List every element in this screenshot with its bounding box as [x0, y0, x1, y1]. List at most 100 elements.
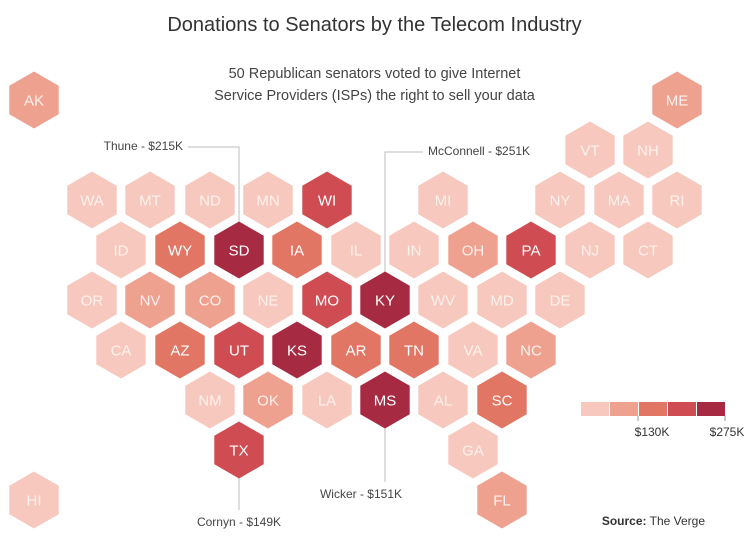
state-label-md: MD [490, 293, 513, 310]
state-hex-ky: KY [360, 271, 410, 329]
state-label-tn: TN [404, 343, 424, 360]
state-hex-shape-ar [331, 321, 381, 379]
state-hex-shape-or [67, 271, 117, 329]
state-label-tx: TX [229, 443, 248, 460]
state-hex-mt: MT [125, 171, 175, 229]
state-hex-shape-nv [125, 271, 175, 329]
state-label-ia: IA [290, 243, 304, 260]
state-hex-shape-ut [214, 321, 264, 379]
state-hex-nm: NM [185, 371, 235, 429]
state-label-il: IL [350, 243, 363, 260]
legend: $130K $275K [581, 402, 744, 439]
state-hex-shape-ak [9, 71, 59, 129]
state-label-in: IN [407, 243, 422, 260]
state-hex-vt: VT [565, 121, 615, 179]
state-label-ak: AK [24, 93, 44, 110]
state-hex-nh: NH [623, 121, 673, 179]
annotation-label-ky: McConnell - $251K [428, 144, 530, 158]
state-label-ar: AR [346, 343, 367, 360]
state-label-mi: MI [435, 193, 452, 210]
state-label-nm: NM [198, 393, 221, 410]
state-hex-tn: TN [389, 321, 439, 379]
state-hex-ga: GA [448, 421, 498, 479]
state-hex-shape-nj [565, 221, 615, 279]
state-label-wv: WV [431, 293, 455, 310]
annotation-line-ky [384, 151, 423, 276]
annotation-line-sd [188, 146, 240, 226]
state-hex-shape-nd [185, 171, 235, 229]
state-hex-shape-mo [302, 271, 352, 329]
state-hex-wy: WY [155, 221, 205, 279]
source-value: The Verge [649, 514, 705, 528]
state-hex-shape-mt [125, 171, 175, 229]
state-label-mo: MO [315, 293, 339, 310]
state-hex-shape-ma [594, 171, 644, 229]
legend-swatch-5 [697, 402, 725, 416]
state-hex-me: ME [652, 71, 702, 129]
state-hex-ca: CA [96, 321, 146, 379]
state-label-ri: RI [670, 193, 685, 210]
state-hex-shape-ky [360, 271, 410, 329]
state-hex-shape-az [155, 321, 205, 379]
annotation-leader-lines [188, 146, 423, 510]
state-hex-shape-ms [360, 371, 410, 429]
state-hex-shape-co [185, 271, 235, 329]
state-label-ut: UT [229, 343, 249, 360]
chart-subtitle-line-1: 50 Republican senators voted to give Int… [228, 66, 521, 82]
state-hex-ak: AK [9, 71, 59, 129]
state-label-de: DE [550, 293, 571, 310]
state-hex-ct: CT [623, 221, 673, 279]
state-hex-wv: WV [418, 271, 468, 329]
state-label-va: VA [464, 343, 483, 360]
state-hex-az: AZ [155, 321, 205, 379]
state-label-fl: FL [493, 493, 511, 510]
state-label-al: AL [434, 393, 452, 410]
state-hex-shape-md [477, 271, 527, 329]
annotation-labels: Thune - $215K McConnell - $251K Wicker - $… [104, 139, 530, 529]
source-label: Source: [601, 514, 647, 528]
state-hex-shape-sc [477, 371, 527, 429]
state-hex-fl: FL [477, 471, 527, 529]
state-label-ma: MA [608, 193, 631, 210]
state-hex-shape-oh [448, 221, 498, 279]
state-label-az: AZ [170, 343, 189, 360]
state-hex-ks: KS [272, 321, 322, 379]
state-hex-oh: OH [448, 221, 498, 279]
state-hex-shape-tn [389, 321, 439, 379]
state-hex-ma: MA [594, 171, 644, 229]
state-hex-il: IL [331, 221, 381, 279]
state-hex-shape-wv [418, 271, 468, 329]
state-label-sc: SC [492, 393, 513, 410]
legend-label-high: $275K [710, 425, 745, 439]
state-hex-shape-tx [214, 421, 264, 479]
state-hex-shape-wy [155, 221, 205, 279]
chart-title: Donations to Senators by the Telecom Ind… [167, 14, 582, 36]
state-hex-id: ID [96, 221, 146, 279]
state-label-nj: NJ [581, 243, 599, 260]
state-label-ct: CT [638, 243, 658, 260]
state-label-wy: WY [168, 243, 192, 260]
legend-swatch-2 [610, 402, 638, 416]
state-label-ne: NE [258, 293, 279, 310]
state-hex-shape-ga [448, 421, 498, 479]
state-hex-de: DE [535, 271, 585, 329]
state-hex-mi: MI [418, 171, 468, 229]
state-label-la: LA [318, 393, 336, 410]
state-hex-ok: OK [243, 371, 293, 429]
state-label-sd: SD [229, 243, 250, 260]
state-label-ok: OK [257, 393, 279, 410]
legend-swatch-3 [639, 402, 667, 416]
state-hexes: AK ME VT NH WA MT ND MN WI MI NY MA RI ID WY SD IA IL IN OH… [9, 71, 702, 529]
state-hex-shape-nm [185, 371, 235, 429]
state-hex-mn: MN [243, 171, 293, 229]
state-label-or: OR [81, 293, 104, 310]
state-label-pa: PA [522, 243, 541, 260]
state-hex-shape-de [535, 271, 585, 329]
state-label-mn: MN [256, 193, 279, 210]
state-hex-wa: WA [67, 171, 117, 229]
state-hex-or: OR [67, 271, 117, 329]
state-hex-va: VA [448, 321, 498, 379]
annotation-label-tx: Cornyn - $149K [197, 515, 281, 529]
state-hex-nj: NJ [565, 221, 615, 279]
state-hex-shape-wi [302, 171, 352, 229]
